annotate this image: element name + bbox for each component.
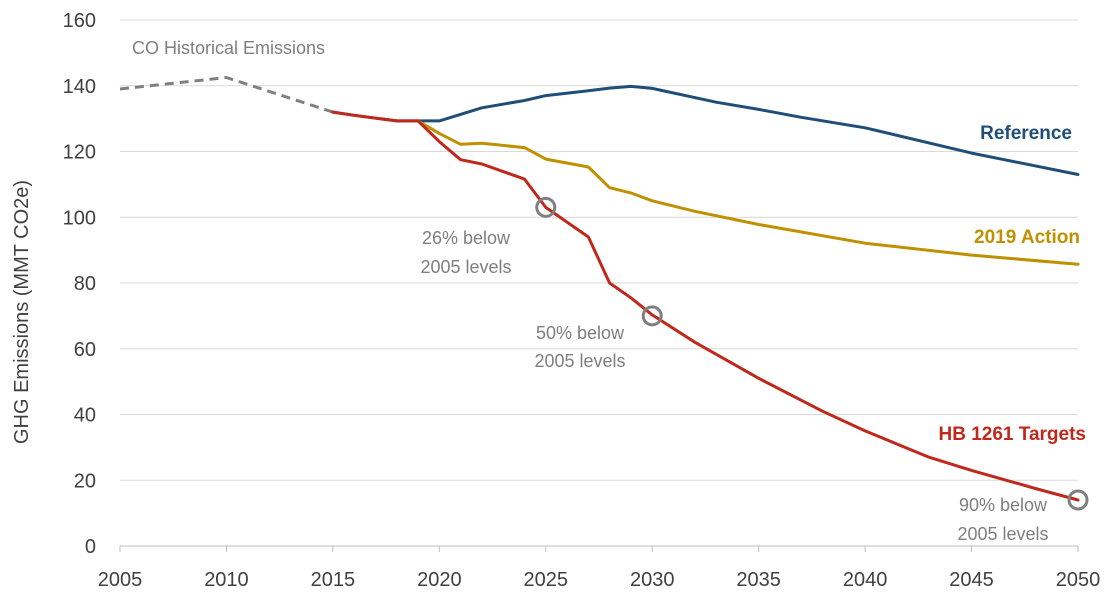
- series-line-hb-1261-targets: [331, 110, 1080, 502]
- y-axis-label: GHG Emissions (MMT CO2e): [11, 180, 33, 444]
- series-lines: [119, 76, 1080, 502]
- y-tick-label: 120: [63, 142, 96, 164]
- target-marker-circle: [1067, 489, 1089, 511]
- y-tick-labels: 0 20 40 60 80 100 120 140 160: [63, 10, 96, 558]
- marker-annotation-line: 26% below: [422, 228, 511, 248]
- series-label-hb-1261-targets: HB 1261 Targets: [939, 424, 1087, 445]
- marker-annotation-line: 2005 levels: [534, 351, 625, 371]
- series-line-2019-action: [416, 119, 1080, 266]
- y-tick-label: 0: [85, 536, 96, 558]
- x-tick-label: 2030: [630, 569, 675, 591]
- x-tick-label: 2025: [524, 569, 569, 591]
- axes: [119, 545, 1079, 552]
- x-tick-label: 2050: [1056, 569, 1101, 591]
- x-tick-label: 2010: [204, 569, 249, 591]
- marker-annotation-line: 90% below: [959, 495, 1048, 515]
- x-tick-label: 2015: [311, 569, 356, 591]
- series-line-reference: [331, 84, 1080, 176]
- x-tick-label: 2045: [949, 569, 994, 591]
- target-marker-circle: [641, 305, 663, 327]
- y-tick-label: 20: [74, 470, 96, 492]
- y-tick-label: 60: [74, 339, 96, 361]
- series-line-co-historical-emissions: [119, 76, 334, 114]
- y-tick-label: 80: [74, 273, 96, 295]
- series-label-2019-action: 2019 Action: [974, 227, 1080, 248]
- y-tick-label: 160: [63, 10, 96, 32]
- series-labels: CO Historical Emissions Reference 2019 Act…: [132, 38, 1086, 445]
- marker-annotation-line: 2005 levels: [957, 524, 1048, 544]
- marker-annotation-line: 2005 levels: [420, 257, 511, 277]
- x-tick-labels: 2005 2010 2015 2020 2025 2030 2035 2040 2045 2050: [98, 569, 1101, 591]
- x-tick-label: 2035: [736, 569, 781, 591]
- x-tick-label: 2040: [843, 569, 888, 591]
- y-tick-label: 140: [63, 76, 96, 98]
- target-marker-circle: [535, 196, 557, 218]
- x-tick-label: 2020: [417, 569, 462, 591]
- y-tick-label: 100: [63, 207, 96, 229]
- annotations: 26% below 2005 levels 50% below 2005 levels…: [420, 228, 1048, 544]
- y-tick-label: 40: [74, 405, 96, 427]
- target-markers: [535, 196, 1089, 511]
- x-tick-label: 2005: [98, 569, 143, 591]
- series-label-reference: Reference: [980, 123, 1072, 144]
- marker-annotation-line: 50% below: [536, 323, 625, 343]
- series-label-co-historical-emissions: CO Historical Emissions: [132, 38, 325, 58]
- gridlines: [120, 19, 1078, 481]
